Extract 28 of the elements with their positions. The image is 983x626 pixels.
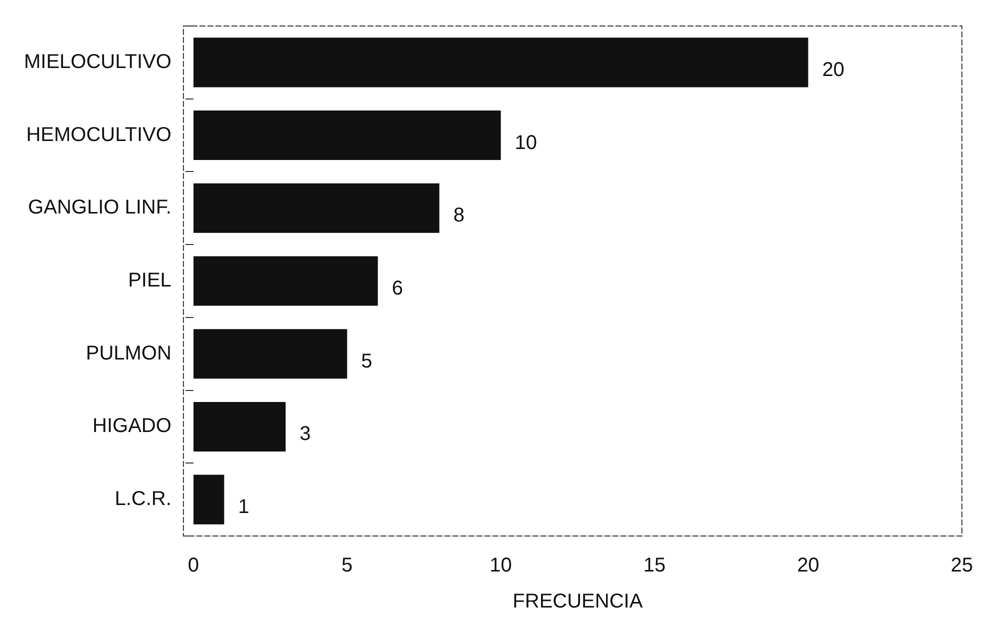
data-label: 5 [361,350,372,372]
x-tick-label: 5 [342,554,353,577]
x-axis-title: FRECUENCIA [512,590,644,613]
bar [193,402,286,452]
x-tick-label: 10 [490,554,512,577]
bar [193,38,808,88]
y-tick-label: HIGADO [92,415,172,438]
data-label: 6 [392,278,403,300]
data-label: 20 [822,58,844,81]
bar [193,474,224,524]
data-label: 3 [300,423,311,446]
data-label: 10 [514,132,538,154]
x-tick-label: 15 [643,554,666,577]
y-tick-label: PIEL [128,270,172,292]
data-label: 8 [453,204,464,227]
y-tick-label: L.C.R. [114,488,172,510]
y-tick-label: HEMOCULTIVO [26,124,172,146]
y-tick-label: GANGLIO LINF. [28,196,172,219]
y-tick-label: MIELOCULTIVO [24,50,172,73]
data-label: 1 [238,496,250,518]
x-tick-label: 0 [188,554,199,577]
bar [193,183,440,233]
bar [193,329,348,379]
x-tick-label: 25 [950,554,973,577]
x-tick-label: 20 [797,554,820,577]
bar [193,110,501,160]
bar [193,256,378,306]
y-tick-label: PULMON [86,342,172,364]
